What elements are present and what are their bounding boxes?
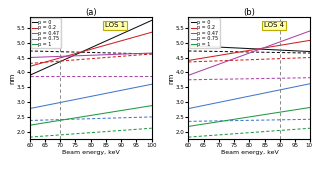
Y-axis label: nm: nm [168, 73, 174, 84]
Legend: p = 0, p = 0.2, p = 0.47, p = 0.75, p = 1: p = 0, p = 0.2, p = 0.47, p = 0.75, p = … [189, 18, 220, 48]
Title: (a): (a) [85, 8, 96, 17]
Legend: p = 0, p = 0.2, p = 0.47, p = 0.75, p = 1: p = 0, p = 0.2, p = 0.47, p = 0.75, p = … [31, 18, 61, 48]
Y-axis label: nm: nm [9, 73, 15, 84]
Title: (b): (b) [243, 8, 255, 17]
X-axis label: Beam energy, keV: Beam energy, keV [62, 150, 119, 155]
X-axis label: Beam energy, keV: Beam energy, keV [221, 150, 278, 155]
Text: LOS 1: LOS 1 [105, 22, 125, 28]
Text: LOS 4: LOS 4 [264, 22, 284, 28]
